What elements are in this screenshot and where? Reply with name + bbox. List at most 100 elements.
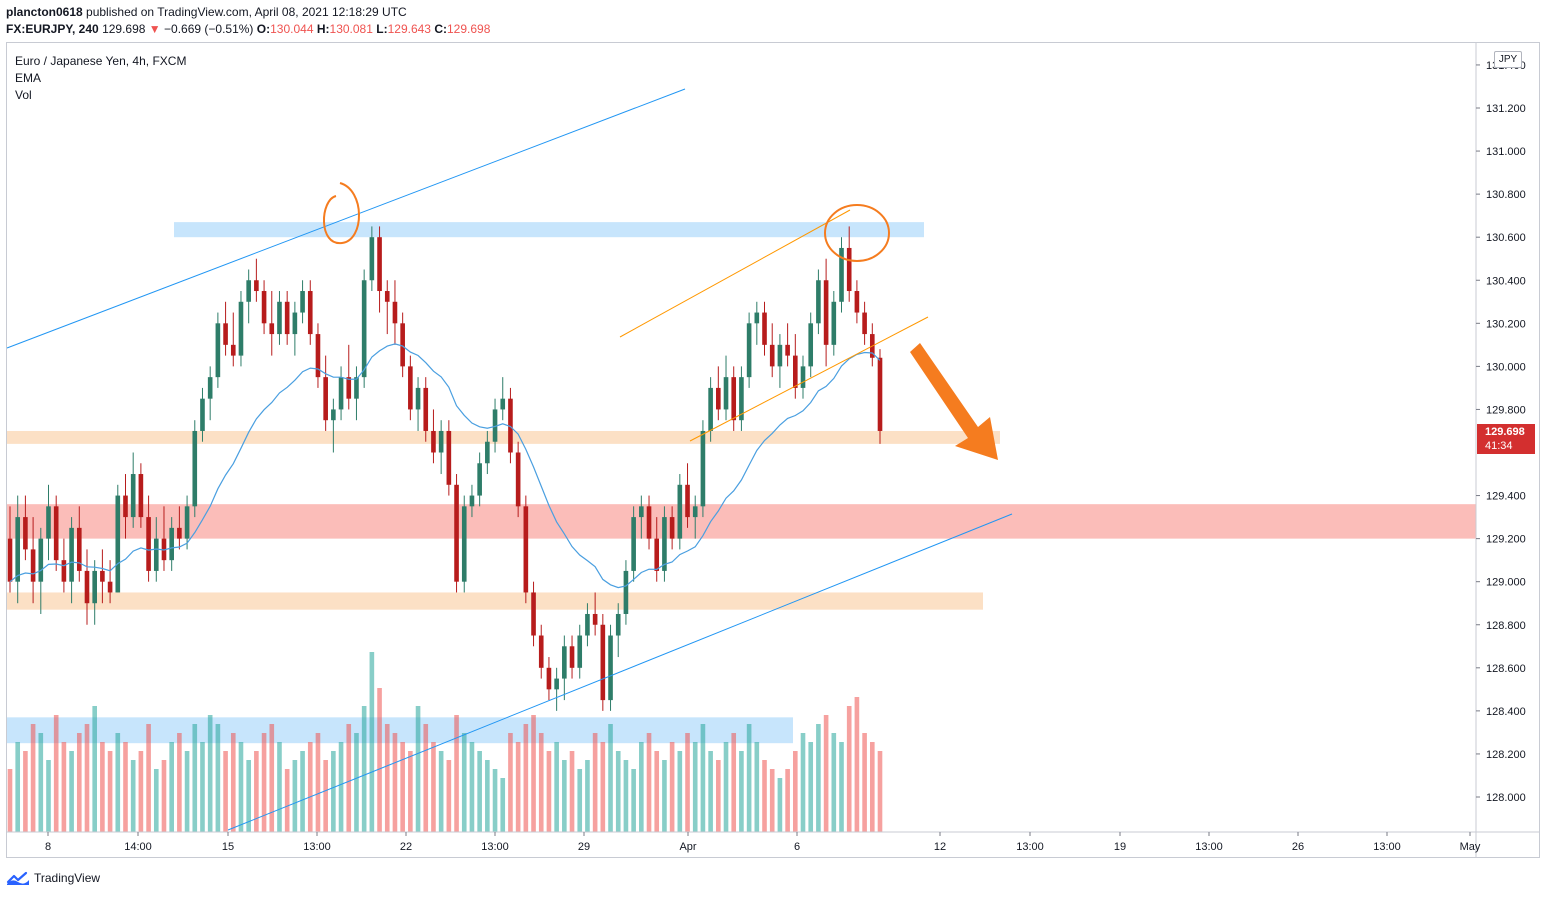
volume-bar xyxy=(800,733,806,832)
candle-body xyxy=(461,506,467,582)
volume-bar xyxy=(777,778,783,832)
time-tick-label: 6 xyxy=(794,841,800,853)
time-axis[interactable]: 8 14:00 15 13:00 22 13:00 29 Apr 6 12 13:00 19 13:00… xyxy=(7,831,1540,853)
candle-body xyxy=(184,506,190,539)
candle-body xyxy=(762,312,767,345)
candle-body xyxy=(485,441,490,464)
author-name[interactable]: plancton0618 xyxy=(6,5,83,19)
candle-body xyxy=(623,570,629,614)
candle-body xyxy=(716,387,721,410)
candle-body xyxy=(384,291,390,302)
price-tick-label: 131.000 xyxy=(1486,146,1526,158)
volume-bar xyxy=(762,760,767,832)
volume-bar xyxy=(592,733,598,832)
candle-body xyxy=(254,280,259,292)
volume-bar xyxy=(153,769,159,832)
volume-bar xyxy=(438,751,444,832)
legend-ema[interactable]: EMA xyxy=(15,71,42,85)
candle-body xyxy=(431,430,436,453)
volume-bar xyxy=(716,760,721,832)
volume-bar xyxy=(254,751,259,832)
volume-bar xyxy=(485,760,490,832)
volume-bar xyxy=(623,760,629,832)
volume-bar xyxy=(692,742,698,832)
candle-body xyxy=(662,517,667,571)
footer-brand[interactable]: TradingView xyxy=(6,870,100,886)
volume-bar xyxy=(38,733,44,832)
volume-bar xyxy=(685,733,690,832)
candle-body xyxy=(746,323,752,378)
candle-body xyxy=(685,484,690,518)
zone-support-1 xyxy=(7,430,1000,444)
volume-bar xyxy=(816,724,821,832)
candle-body xyxy=(731,377,737,421)
chart-frame xyxy=(6,42,1540,858)
candle-body xyxy=(269,323,275,335)
price-tick-label: 130.600 xyxy=(1486,232,1526,244)
drawings-layer xyxy=(6,88,1013,831)
change-arrow: ▼ xyxy=(148,22,161,36)
volume-bar xyxy=(292,760,298,832)
volume-bar xyxy=(392,733,398,832)
volume-bar xyxy=(331,751,336,832)
close-label: C: xyxy=(434,22,447,36)
candle-body xyxy=(177,527,182,539)
candle-body xyxy=(346,377,352,399)
candle-body xyxy=(277,301,282,335)
candle-body xyxy=(46,506,51,539)
high-value: 130.081 xyxy=(329,22,373,36)
candle-body xyxy=(38,538,44,582)
candle-body xyxy=(615,613,621,636)
time-tick-label: 19 xyxy=(1114,841,1126,853)
volume-bar xyxy=(446,760,452,832)
volume-bar xyxy=(746,724,752,832)
volume-bar xyxy=(669,742,675,832)
volume-bar xyxy=(261,733,267,832)
volume-bar xyxy=(7,769,13,832)
volume-bar xyxy=(608,724,613,832)
candle-body xyxy=(146,517,151,571)
candle-body xyxy=(546,667,552,690)
currency-badge[interactable]: JPY xyxy=(1494,51,1522,68)
volume-bar xyxy=(377,688,382,832)
price-axis[interactable]: 131.400131.200131.000130.800130.600130.4… xyxy=(1475,43,1526,858)
price-tag-value: 129.698 xyxy=(1485,426,1525,438)
candle-body xyxy=(292,312,298,335)
volume-bar xyxy=(785,769,790,832)
volume-bar xyxy=(184,751,190,832)
volume-bar xyxy=(277,742,282,832)
legend-vol[interactable]: Vol xyxy=(15,88,32,102)
candle-body xyxy=(654,538,660,571)
legend-title[interactable]: Euro / Japanese Yen, 4h, FXCM xyxy=(15,54,187,68)
candle-body xyxy=(138,474,144,518)
change-value: −0.669 (−0.51%) xyxy=(164,22,254,36)
volume-bar xyxy=(230,733,236,832)
time-tick-label: 13:00 xyxy=(1373,841,1401,853)
price-tag-countdown: 41:34 xyxy=(1485,440,1513,452)
volume-bar xyxy=(84,724,90,832)
candle-body xyxy=(361,280,367,378)
volume-bar xyxy=(69,751,74,832)
candle-body xyxy=(100,570,105,582)
volume-bar xyxy=(138,751,144,832)
candle-body xyxy=(230,344,236,356)
candle-body xyxy=(207,377,213,399)
last-price: 129.698 xyxy=(102,22,146,36)
volume-bar xyxy=(662,760,667,832)
candle-body xyxy=(808,323,814,367)
price-tick-label: 129.000 xyxy=(1486,577,1526,589)
volume-bar xyxy=(677,751,683,832)
volume-bar xyxy=(223,751,228,832)
candle-body xyxy=(854,291,860,313)
volume-bar xyxy=(523,724,529,832)
volume-bar xyxy=(369,652,375,832)
ema-line xyxy=(9,343,881,589)
volume-bar xyxy=(23,751,28,832)
time-tick-label: 15 xyxy=(222,841,234,853)
candle-body xyxy=(592,613,598,625)
candles-layer xyxy=(7,226,883,711)
volume-bar xyxy=(554,742,559,832)
close-value: 129.698 xyxy=(447,22,491,36)
time-tick-label: 12 xyxy=(934,841,946,853)
